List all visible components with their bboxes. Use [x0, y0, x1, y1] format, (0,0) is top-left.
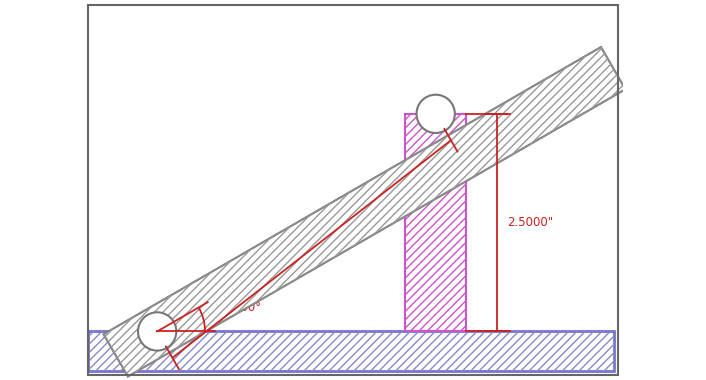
Text: 30.00°: 30.00°: [222, 301, 261, 314]
Polygon shape: [88, 331, 614, 370]
Text: 2.5000": 2.5000": [507, 216, 554, 229]
Circle shape: [417, 95, 455, 133]
Polygon shape: [405, 114, 466, 331]
Circle shape: [138, 312, 176, 351]
Polygon shape: [104, 47, 626, 377]
Text: 5.0000": 5.0000": [283, 206, 330, 241]
